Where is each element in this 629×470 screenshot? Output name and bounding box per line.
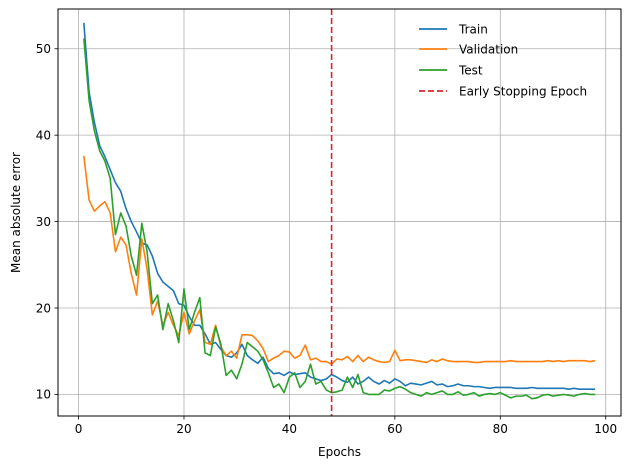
- y-axis: 10 20 30 40 50: [36, 42, 58, 402]
- series-layer: [83, 22, 596, 400]
- legend-label-train: Train: [458, 23, 488, 37]
- y-tick-label: 20: [36, 301, 51, 315]
- series-line-train: [83, 22, 596, 391]
- grid: [58, 9, 621, 416]
- legend-label-early-stopping: Early Stopping Epoch: [459, 85, 587, 99]
- y-tick-label: 10: [36, 388, 51, 402]
- legend-label-test: Test: [458, 64, 483, 78]
- series-line-test: [83, 38, 596, 400]
- x-tick-label: 0: [75, 422, 83, 436]
- x-axis: 0 20 40 60 80 100: [75, 416, 617, 436]
- x-tick-label: 20: [176, 422, 191, 436]
- y-tick-label: 50: [36, 42, 51, 56]
- x-tick-label: 60: [387, 422, 402, 436]
- x-tick-label: 40: [282, 422, 297, 436]
- legend-label-validation: Validation: [459, 43, 518, 57]
- legend: Train Validation Test Early Stopping Epo…: [419, 23, 587, 99]
- x-axis-title: Epochs: [318, 445, 361, 459]
- x-tick-label: 100: [594, 422, 617, 436]
- y-axis-title: Mean absolute error: [9, 152, 23, 273]
- x-tick-label: 80: [493, 422, 508, 436]
- plot-frame: [57, 8, 622, 417]
- series-line-validation: [83, 155, 596, 365]
- y-tick-label: 30: [36, 215, 51, 229]
- y-tick-label: 40: [36, 128, 51, 142]
